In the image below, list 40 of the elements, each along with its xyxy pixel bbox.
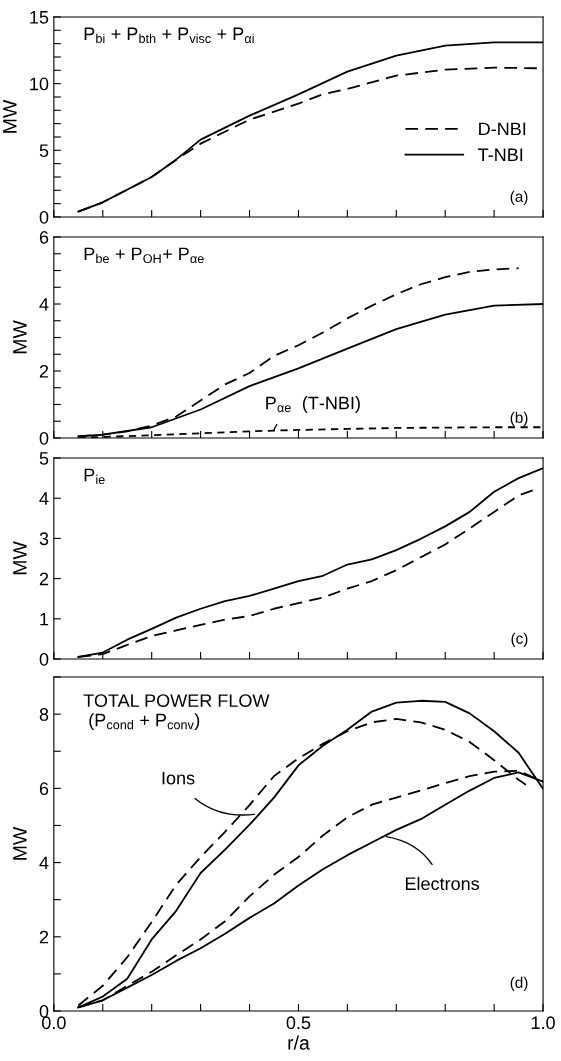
annotation: Ions <box>162 771 195 785</box>
y-tick-label: 0 <box>39 652 49 666</box>
annotation: (a) <box>510 190 528 205</box>
y-tick-label: 2 <box>39 930 49 944</box>
y-tick-label: 4 <box>39 856 49 870</box>
y-tick-label: 2 <box>39 572 49 586</box>
x-tick-label: 0.0 <box>42 1016 66 1030</box>
y-tick-label: 3 <box>39 532 49 546</box>
y-tick-label: 10 <box>30 77 49 91</box>
y-tick-label: 4 <box>39 492 49 505</box>
y-tick-label: 15 <box>30 11 49 24</box>
x-tick-label: 0.5 <box>286 1016 311 1030</box>
y-tick-label: 0 <box>39 431 49 445</box>
y-axis-title: MW <box>13 541 27 575</box>
y-tick-label: 1 <box>40 612 49 626</box>
y-axis-title: MW <box>13 826 27 860</box>
x-axis-title: r/a <box>288 1035 310 1050</box>
y-tick-label: 0 <box>39 210 49 224</box>
y-tick-label: 6 <box>39 782 49 796</box>
annotation: (d) <box>510 976 528 991</box>
y-tick-label: 4 <box>39 298 49 311</box>
y-tick-label: 5 <box>39 452 49 465</box>
text: P$_{ie}$ <box>84 468 105 485</box>
annotation: (b) <box>510 411 528 426</box>
annotation: (c) <box>511 632 528 647</box>
y-tick-label: 8 <box>39 708 49 721</box>
x-tick-label: 1.0 <box>531 1016 555 1030</box>
y-tick-label: 2 <box>39 364 49 378</box>
y-tick-label: 6 <box>39 230 49 244</box>
y-tick-label: 0 <box>39 1004 49 1018</box>
annotation: Electrons <box>405 876 480 891</box>
text: P$_{bi}$ + P$_{bth}$ + P$_{visc}$ + P$_{αi}$ <box>84 27 254 44</box>
annotation: P$_{αe}$ (T-NBI) <box>266 396 360 413</box>
y-axis-title: MW <box>3 99 17 133</box>
text: P$_{be}$ + P$_{OH}$+ P$_{αe}$ <box>84 247 204 264</box>
legend-label: T-NBI <box>478 148 523 161</box>
text: TOTAL POWER FLOW (P$_{cond}$ + P$_{conv}$) <box>83 694 270 731</box>
legend-label: D-NBI <box>479 122 526 136</box>
y-tick-label: 5 <box>39 144 49 158</box>
y-axis-title: MW <box>13 320 27 354</box>
